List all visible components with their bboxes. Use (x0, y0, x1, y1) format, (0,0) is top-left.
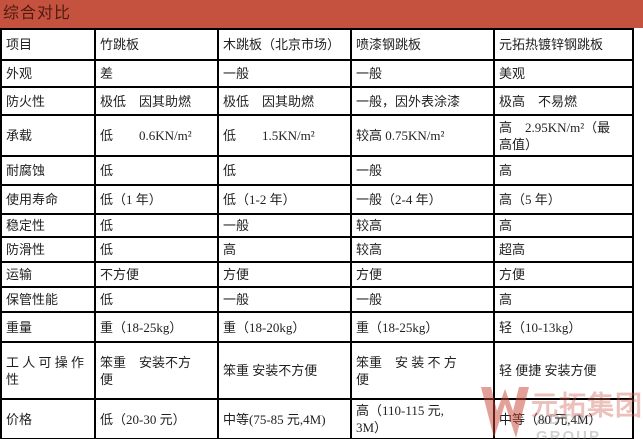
row-label: 耐腐蚀 (0, 155, 96, 186)
row-value: 极低 因其助燃 (94, 86, 219, 116)
section-header-bar: 综合对比 (0, 0, 643, 28)
row-value: 高 2.95KN/m²（最 高值） (493, 114, 634, 157)
row-value: 美观 (493, 59, 634, 88)
row-value: 不方便 (94, 261, 219, 288)
table-row: 稳定性低一般 较高高 (0, 213, 634, 238)
row-value: 低 (217, 155, 352, 186)
row-label: 价格 (0, 398, 96, 439)
row-label: 使用寿命 (0, 184, 96, 215)
row-value: 笨重 安装不方 便 (94, 341, 219, 400)
row-value: 高（5 年） (493, 184, 634, 215)
row-label: 运输 (0, 261, 96, 288)
row-value: 低（1 年） (94, 184, 219, 215)
row-value: 低（20-30 元） (94, 398, 219, 439)
row-value: 一般 (350, 286, 495, 313)
column-header-product: 木跳板（北京市场） (217, 28, 352, 61)
row-label: 重量 (0, 311, 96, 343)
row-value: 一般 (350, 155, 495, 186)
table-row: 外观差一般 一般 美观 (0, 59, 634, 88)
row-value: 低 (94, 213, 219, 238)
row-value: 中等（80 元,4M） (493, 398, 634, 439)
row-value: 轻（10-13kg） (493, 311, 634, 343)
row-value: 较高 (350, 213, 495, 238)
row-value: 高（110-115 元, 3M） (350, 398, 495, 439)
row-label: 承载 (0, 114, 96, 157)
row-value: 一般 (217, 59, 352, 88)
row-value: 较高 (350, 236, 495, 263)
row-value: 轻 便捷 安装方便 (493, 341, 634, 400)
column-header-product: 元拓热镀锌钢跳板 (493, 28, 634, 61)
row-value: 一般 (217, 286, 352, 313)
table-row: 耐腐蚀低低一般高 (0, 155, 634, 186)
column-header-product: 喷漆钢跳板 (350, 28, 495, 61)
row-value: 方便 (217, 261, 352, 288)
row-value: 低 (94, 286, 219, 313)
row-label: 工 人 可 操 作 性 (0, 341, 96, 400)
column-header-item: 项目 (0, 28, 96, 61)
row-value: 重（18-25kg） (350, 311, 495, 343)
row-value: 重（18-25kg） (94, 311, 219, 343)
row-value: 差 (94, 59, 219, 88)
row-value: 极高 不易燃 (493, 86, 634, 116)
row-value: 低（1-2 年） (217, 184, 352, 215)
table-row: 重量 重（18-25kg） 重（18-20kg） 重（18-25kg） 轻（10-13k… (0, 311, 634, 343)
row-value: 中等(75-85 元,4M) (217, 398, 352, 439)
row-value: 低 (94, 155, 219, 186)
row-label: 保管性能 (0, 286, 96, 313)
row-value: 低 1.5KN/m² (217, 114, 352, 157)
row-value: 高 (493, 286, 634, 313)
row-value: 低 (94, 236, 219, 263)
row-label: 防火性 (0, 86, 96, 116)
table-header-row: 项目 竹跳板 木跳板（北京市场） 喷漆钢跳板 元拓热镀锌钢跳板 (0, 28, 634, 61)
comparison-table: 项目 竹跳板 木跳板（北京市场） 喷漆钢跳板 元拓热镀锌钢跳板 外观差一般 一般 美观 防火性… (0, 28, 634, 439)
row-value: 超高 (493, 236, 634, 263)
row-value: 一般 (350, 59, 495, 88)
row-value: 一般 (217, 213, 352, 238)
column-header-product: 竹跳板 (94, 28, 219, 61)
row-value: 高 (493, 213, 634, 238)
row-value: 低 0.6KN/m² (94, 114, 219, 157)
row-value: 笨重 安 装 不 方 便 (350, 341, 495, 400)
table-row: 承载低 0.6KN/m² 低 1.5KN/m² 较高 0.75KN/m² 高 2.95… (0, 114, 634, 157)
row-value: 笨重 安装不方便 (217, 341, 352, 400)
row-label: 防滑性 (0, 236, 96, 263)
row-value: 方便 (493, 261, 634, 288)
row-value: 方便 (350, 261, 495, 288)
row-value: 极低 因其助燃 (217, 86, 352, 116)
row-value: 较高 0.75KN/m² (350, 114, 495, 157)
table-row: 使用寿命 低（1 年） 低（1-2 年） 一般（2-4 年） 高（5 年） (0, 184, 634, 215)
table-row: 价格 低（20-30 元） 中等(75-85 元,4M) 高（110-115 元, 3… (0, 398, 634, 439)
table-row: 防火性 极低 因其助燃 极低 因其助燃 一般，因外表涂漆 极高 不易燃 (0, 86, 634, 116)
row-label: 稳定性 (0, 213, 96, 238)
row-value: 一般（2-4 年） (350, 184, 495, 215)
row-value: 重（18-20kg） (217, 311, 352, 343)
section-title: 综合对比 (3, 5, 72, 22)
table-row: 防滑性低高较高 超高 (0, 236, 634, 263)
row-label: 外观 (0, 59, 96, 88)
table-row: 保管性能低一般 一般高 (0, 286, 634, 313)
row-value: 高 (217, 236, 352, 263)
row-value: 高 (493, 155, 634, 186)
row-value: 一般，因外表涂漆 (350, 86, 495, 116)
table-row: 运输 不方便 方便 方便 方便 (0, 261, 634, 288)
table-row: 工 人 可 操 作 性笨重 安装不方 便笨重 安装不方便 笨重 安 装 不 方 便… (0, 341, 634, 400)
